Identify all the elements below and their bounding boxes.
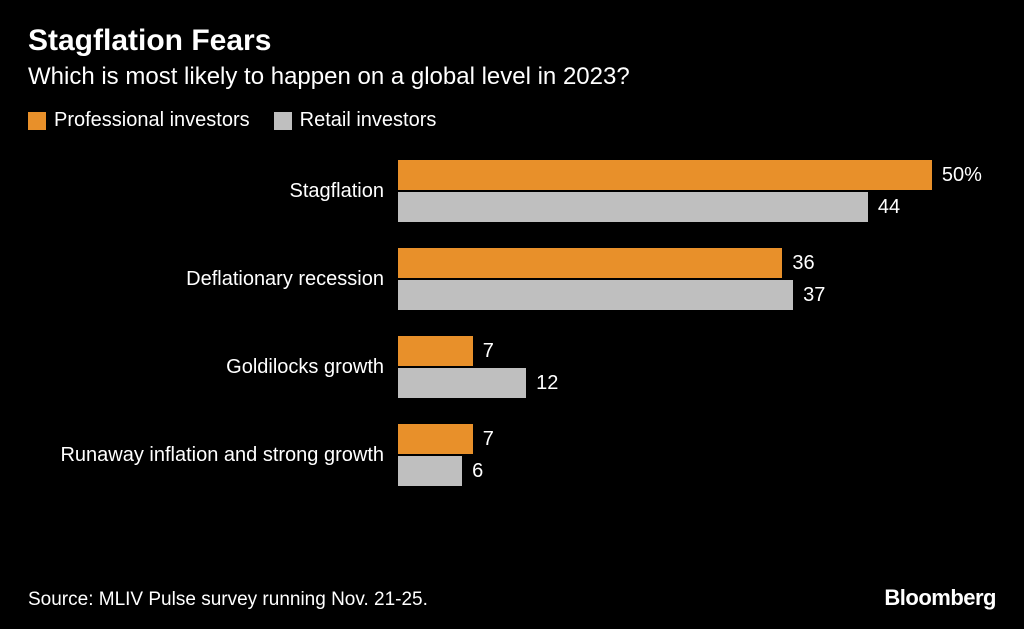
- bar: [398, 368, 526, 398]
- value-label: 37: [803, 284, 825, 307]
- value-label: 36: [792, 252, 814, 275]
- bar-line: 37: [398, 280, 996, 310]
- bar: [398, 336, 473, 366]
- value-label: 44: [878, 196, 900, 219]
- bar: [398, 192, 868, 222]
- bar-chart: Stagflation50%44Deflationary recession36…: [28, 160, 996, 486]
- bar-line: 12: [398, 368, 996, 398]
- category-row: Stagflation 50% 44: [28, 160, 996, 222]
- bar-line: 7: [398, 336, 996, 366]
- value-label: 50%: [942, 164, 982, 187]
- category-row: Goldilocks growth 7 12: [28, 336, 996, 398]
- brand-logo: Bloomberg: [884, 585, 996, 611]
- bars-column: 7 12: [398, 336, 996, 398]
- bars-column: 50% 44: [398, 160, 996, 222]
- category-label: Goldilocks growth: [28, 356, 398, 379]
- bar: [398, 248, 782, 278]
- category-row: Runaway inflation and strong growth76: [28, 424, 996, 486]
- bar-line: 6: [398, 456, 996, 486]
- legend-item-professional: Professional investors: [28, 109, 250, 132]
- category-label: Runaway inflation and strong growth: [28, 444, 398, 467]
- bar-line: 44: [398, 192, 996, 222]
- value-label: 6: [472, 460, 483, 483]
- category-label: Stagflation: [28, 180, 398, 203]
- chart-title: Stagflation Fears: [28, 24, 996, 57]
- legend-swatch-professional: [28, 112, 46, 130]
- legend-label-retail: Retail investors: [300, 109, 437, 132]
- legend: Professional investors Retail investors: [28, 109, 996, 132]
- value-label: 12: [536, 372, 558, 395]
- value-label: 7: [483, 340, 494, 363]
- legend-swatch-retail: [274, 112, 292, 130]
- bar: [398, 280, 793, 310]
- value-label: 7: [483, 428, 494, 451]
- bars-column: 76: [398, 424, 996, 486]
- bar: [398, 160, 932, 190]
- bar-line: 36: [398, 248, 996, 278]
- bar-line: 7: [398, 424, 996, 454]
- bar-line: 50%: [398, 160, 996, 190]
- bar: [398, 424, 473, 454]
- category-label: Deflationary recession: [28, 268, 398, 291]
- bars-column: 3637: [398, 248, 996, 310]
- legend-item-retail: Retail investors: [274, 109, 437, 132]
- source-text: Source: MLIV Pulse survey running Nov. 2…: [28, 589, 428, 611]
- bar: [398, 456, 462, 486]
- category-row: Deflationary recession3637: [28, 248, 996, 310]
- chart-subtitle: Which is most likely to happen on a glob…: [28, 63, 996, 91]
- legend-label-professional: Professional investors: [54, 109, 250, 132]
